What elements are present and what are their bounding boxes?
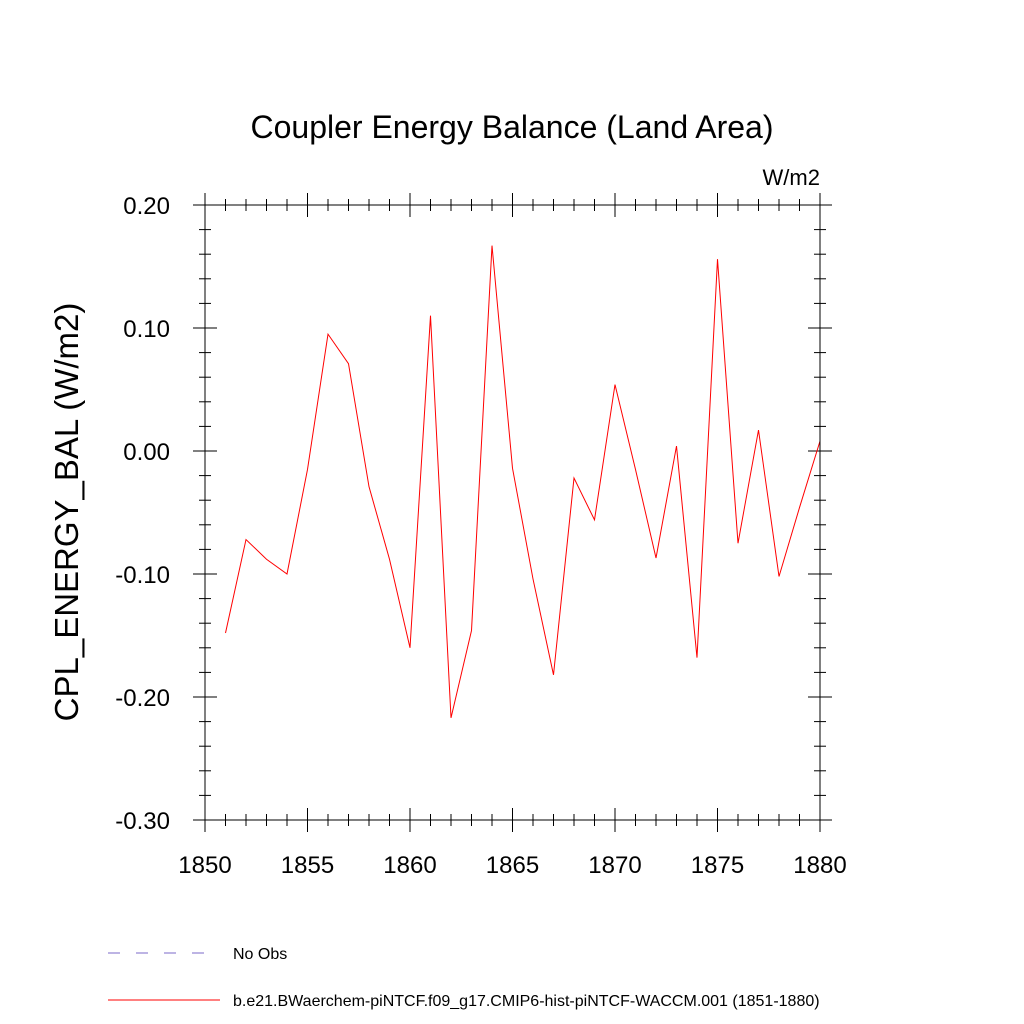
x-tick-label: 1850 [178, 852, 231, 879]
legend: No Obs b.e21.BWaerchem-piNTCF.f09_g17.CM… [108, 946, 820, 1010]
legend-label-model-run: b.e21.BWaerchem-piNTCF.f09_g17.CMIP6-his… [233, 993, 820, 1010]
y-tick-label: -0.20 [115, 685, 170, 712]
x-tick-label: 1865 [486, 852, 539, 879]
series-line [225, 245, 821, 719]
x-tick-label: 1860 [383, 852, 436, 879]
units-label: W/m2 [763, 165, 820, 190]
y-tick-label: -0.10 [115, 562, 170, 589]
x-tick-label: 1875 [691, 852, 744, 879]
plot-frame [204, 204, 821, 821]
chart-title: Coupler Energy Balance (Land Area) [251, 109, 774, 145]
x-tick-label: 1870 [588, 852, 641, 879]
y-tick-label: 0.00 [123, 439, 170, 466]
y-axis-label: CPL_ENERGY_BAL (W/m2) [48, 303, 85, 722]
series-layer [225, 245, 821, 719]
legend-label-no-obs: No Obs [233, 946, 287, 963]
y-tick-label: 0.20 [123, 193, 170, 220]
x-tick-label: 1880 [793, 852, 846, 879]
y-tick-label: -0.30 [115, 808, 170, 835]
axis-tick-labels: 1850 1855 1860 1865 1870 1875 1880 -0.30 -0.20 -0… [115, 193, 846, 879]
x-tick-label: 1855 [281, 852, 334, 879]
y-tick-label: 0.10 [123, 316, 170, 343]
